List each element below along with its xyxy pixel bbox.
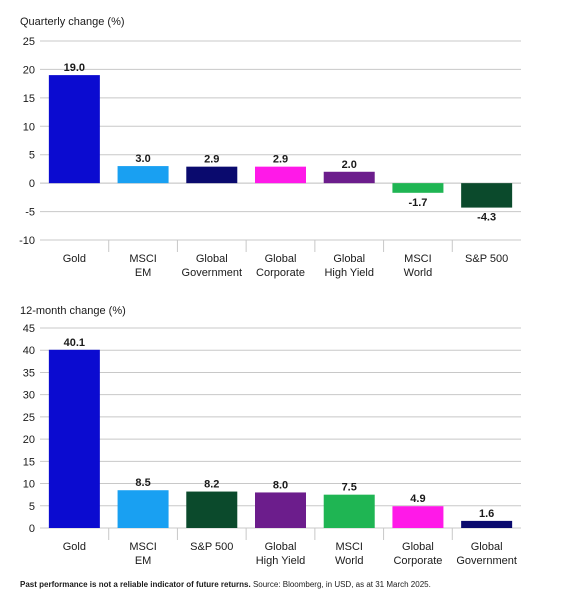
x-tick-label: Corporate [393,555,442,567]
x-tick-label: MSCI [129,253,157,265]
bar-value-label: 40.1 [64,337,85,349]
x-tick-label: S&P 500 [190,541,233,553]
bar-value-label: 2.0 [342,159,357,171]
bar-value-label: 3.0 [135,153,150,165]
y-tick-label: -5 [25,207,35,219]
bar-value-label: 8.2 [204,479,219,491]
footnote: Past performance is not a reliable indic… [20,580,431,589]
bar [48,349,100,528]
x-tick-label: Gold [63,253,86,265]
chart-title: 12-month change (%) [20,305,126,317]
bar [186,166,238,184]
y-tick-label: 45 [23,323,35,335]
x-tick-label: S&P 500 [465,253,508,265]
y-tick-label: 20 [23,64,35,76]
bar [48,75,100,184]
x-tick-label: Government [182,267,243,279]
x-tick-label: Global [196,253,228,265]
chart-title: Quarterly change (%) [20,16,125,28]
y-tick-label: 20 [23,434,35,446]
y-tick-label: -10 [19,235,35,247]
bar-value-label: -1.7 [408,197,427,209]
y-tick-label: 0 [29,523,35,535]
y-tick-label: 40 [23,345,35,357]
x-tick-label: EM [135,555,152,567]
x-tick-label: EM [135,267,152,279]
footnote-source: Source: Bloomberg, in USD, as at 31 Marc… [250,580,431,589]
y-tick-label: 25 [23,36,35,48]
y-tick-label: 5 [29,501,35,513]
x-tick-label: Global [402,541,434,553]
y-tick-label: 5 [29,150,35,162]
x-tick-label: World [404,267,433,279]
bar [186,491,238,528]
bar [323,494,375,528]
bar-value-label: 8.0 [273,479,288,491]
bar [117,166,169,184]
footnote-disclaimer: Past performance is not a reliable indic… [20,580,251,589]
bar [392,506,444,528]
bar-value-label: 2.9 [273,154,288,166]
x-tick-label: MSCI [404,253,432,265]
bar-value-label: 19.0 [64,62,85,74]
bar [323,171,375,184]
quarterly-change-chart: Quarterly change (%) -10 -5 0 5 10 15 20 25 19.0 G… [0,0,563,290]
x-tick-label: High Yield [324,267,374,279]
y-tick-label: 10 [23,121,35,133]
bar-value-label: 7.5 [342,482,357,494]
y-tick-label: 35 [23,367,35,379]
chart-svg: Quarterly change (%) -10 -5 0 5 10 15 20 25 19.0 G… [19,16,521,279]
x-tick-label: Global [333,253,365,265]
bar-value-label: 1.6 [479,508,494,520]
y-tick-label: 30 [23,390,35,402]
bar [461,520,513,528]
bar [255,492,306,528]
x-tick-label: World [335,555,364,567]
chart-svg: 12-month change (%) 0 5 10 15 20 25 30 35 40 45 40.… [20,305,521,567]
bar [255,166,306,184]
y-tick-label: 25 [23,412,35,424]
x-tick-label: MSCI [129,541,157,553]
bar-value-label: -4.3 [477,212,496,224]
y-tick-label: 15 [23,456,35,468]
x-tick-label: High Yield [256,555,306,567]
x-tick-label: Global [471,541,503,553]
bar-value-label: 8.5 [135,477,150,489]
x-tick-label: MSCI [335,541,363,553]
bar-value-label: 2.9 [204,154,219,166]
x-tick-label: Global [265,541,297,553]
y-tick-label: 15 [23,93,35,105]
bar [117,490,169,528]
bar [461,183,513,208]
y-tick-label: 0 [29,178,35,190]
x-tick-label: Gold [63,541,86,553]
bar-value-label: 4.9 [410,493,425,505]
x-tick-label: Global [265,253,297,265]
twelve-month-change-chart: 12-month change (%) 0 5 10 15 20 25 30 35 40 45 40.… [0,298,563,570]
y-tick-label: 10 [23,479,35,491]
x-tick-label: Corporate [256,267,305,279]
x-tick-label: Government [456,555,517,567]
bar [392,183,444,193]
